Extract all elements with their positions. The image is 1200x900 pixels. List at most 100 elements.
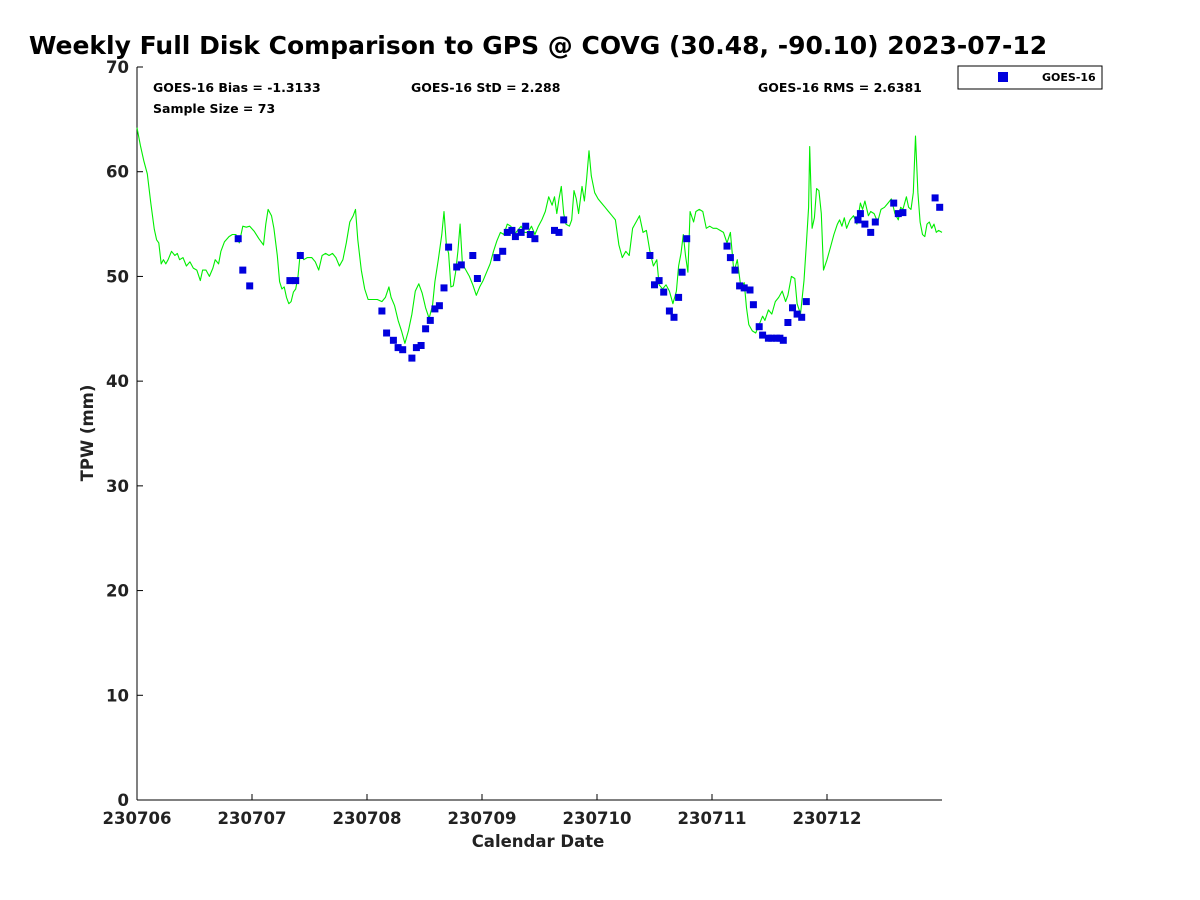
goes16-point: [417, 342, 425, 349]
goes16-point: [383, 329, 391, 337]
goes16-point: [670, 313, 678, 321]
x-tick-label: 230712: [793, 809, 862, 828]
plot-background: [137, 67, 942, 800]
goes16-point: [779, 336, 787, 344]
goes16-point: [789, 304, 796, 312]
goes16-point: [665, 307, 673, 315]
goes16-point: [759, 331, 767, 339]
sample-size-annotation: Sample Size = 73: [153, 101, 275, 116]
gps-tpw-line: [136, 127, 943, 344]
std-annotation: GOES-16 StD = 2.288: [411, 80, 560, 95]
goes16-point: [426, 316, 434, 324]
goes16-point: [755, 323, 763, 331]
chart-title: Weekly Full Disk Comparison to GPS @ COV…: [29, 31, 1047, 60]
legend-box: [957, 65, 1103, 90]
goes16-point: [768, 334, 776, 342]
goes16-point: [453, 263, 461, 271]
goes16-point: [802, 298, 810, 306]
goes16-point: [399, 346, 407, 354]
goes16-point: [746, 286, 754, 294]
goes16-point: [683, 235, 691, 243]
goes16-point: [749, 301, 757, 309]
rms-annotation: GOES-16 RMS = 2.6381: [758, 80, 922, 95]
goes16-point: [871, 218, 879, 226]
goes16-point: [286, 277, 294, 285]
x-tick-label: 230706: [103, 809, 172, 828]
goes16-point: [861, 220, 869, 228]
goes16-point: [555, 228, 563, 236]
stats-annotations: GOES-16 Bias = -1.3133 GOES-16 StD = 2.2…: [153, 80, 922, 116]
goes16-point: [531, 235, 539, 243]
goes16-point: [731, 266, 739, 274]
y-tick-label: 10: [106, 686, 129, 705]
legend: GOES-16: [957, 65, 1103, 90]
goes16-point: [508, 226, 516, 234]
goes16-point: [854, 216, 862, 224]
goes16-point: [856, 210, 864, 218]
goes16-point: [526, 231, 534, 238]
goes16-point: [651, 281, 658, 289]
x-tick-label: 230707: [218, 809, 287, 828]
goes16-point: [469, 252, 477, 259]
goes16-point: [296, 252, 304, 259]
goes16-point: [473, 275, 481, 282]
goes16-point: [678, 268, 686, 276]
plot-area: [137, 67, 942, 800]
goes16-point: [660, 288, 668, 296]
goes16-point: [726, 254, 734, 262]
goes16-point: [435, 302, 443, 310]
goes16-point: [784, 319, 792, 326]
goes16-point: [422, 325, 430, 333]
goes16-point: [499, 247, 507, 255]
goes16-point: [292, 277, 300, 285]
goes16-point: [736, 282, 744, 290]
goes16-point: [408, 354, 416, 362]
goes16-point: [936, 203, 944, 211]
x-tick-label: 230710: [563, 809, 632, 828]
goes16-point: [378, 307, 386, 315]
legend-marker-goes16: [998, 72, 1008, 82]
bias-annotation: GOES-16 Bias = -1.3133: [153, 80, 321, 95]
goes16-point: [740, 284, 748, 292]
x-axis: 230706 230707 230708 230709 230710 230711 2307…: [103, 794, 942, 828]
goes16-point: [798, 313, 806, 321]
y-tick-label: 70: [106, 58, 129, 77]
goes16-point: [389, 336, 397, 344]
goes16-point: [457, 261, 465, 269]
goes16-point: [723, 242, 731, 250]
goes16-point: [551, 226, 558, 234]
goes16-point: [503, 228, 511, 236]
goes16-point: [493, 254, 501, 262]
goes16-point: [890, 199, 898, 207]
goes16-point: [394, 344, 402, 352]
y-tick-label: 0: [118, 791, 129, 810]
goes16-point: [894, 210, 902, 218]
goes16-point: [234, 235, 242, 243]
y-tick-label: 60: [106, 163, 129, 182]
x-tick-label: 230711: [678, 809, 747, 828]
goes16-point: [445, 243, 453, 251]
x-tick-label: 230709: [448, 809, 517, 828]
goes16-point: [646, 252, 654, 259]
goes16-point: [655, 277, 663, 285]
goes16-point: [867, 228, 875, 236]
goes16-point: [517, 228, 525, 236]
goes16-point: [246, 282, 254, 290]
goes16-point: [560, 216, 568, 224]
goes16-point: [793, 310, 801, 318]
goes16-point: [522, 222, 530, 230]
y-axis: 0 10 20 30 40 50 60 70: [106, 58, 143, 810]
goes16-point: [431, 305, 439, 313]
legend-label-goes16: GOES-16: [1042, 71, 1096, 84]
x-axis-label: Calendar Date: [472, 832, 605, 851]
goes16-point: [412, 344, 420, 352]
y-tick-label: 40: [106, 372, 129, 391]
series-layer: [136, 127, 944, 362]
y-tick-label: 20: [106, 582, 129, 601]
goes16-point: [931, 194, 939, 202]
x-tick-label: 230708: [333, 809, 402, 828]
y-tick-label: 50: [106, 267, 129, 286]
y-axis-label: TPW (mm): [78, 385, 97, 482]
goes16-point: [511, 233, 519, 241]
